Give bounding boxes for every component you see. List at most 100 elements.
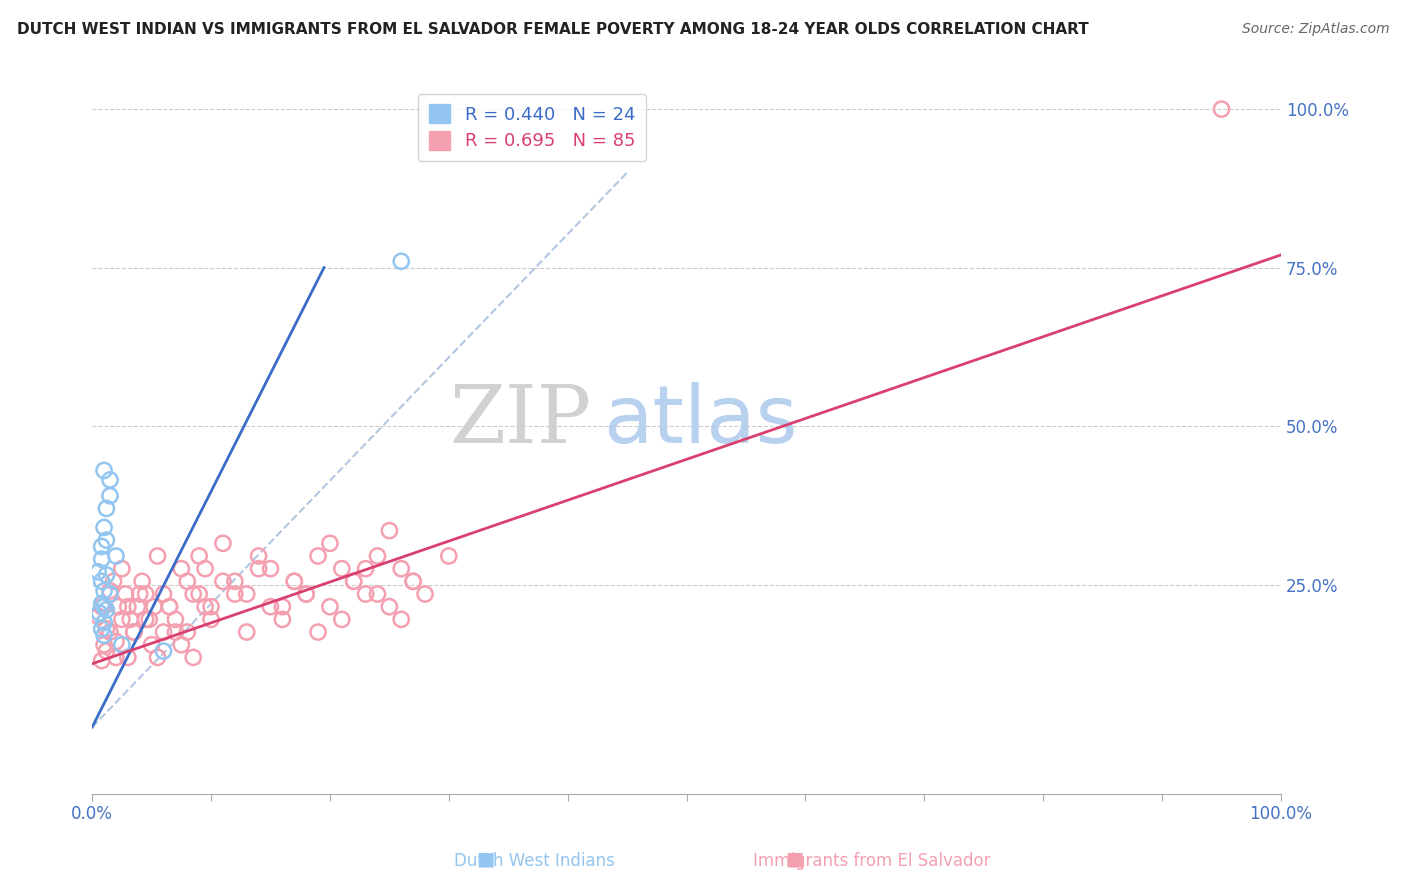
Point <box>146 650 169 665</box>
Point <box>90 574 112 589</box>
Point <box>111 638 134 652</box>
Point <box>104 549 127 563</box>
Text: ■: ■ <box>475 850 495 869</box>
Point <box>98 489 121 503</box>
Point <box>319 599 342 614</box>
Point <box>104 634 127 648</box>
Point <box>165 612 187 626</box>
Point <box>330 612 353 626</box>
Point <box>212 574 235 589</box>
Point <box>271 612 294 626</box>
Text: Immigrants from El Salvador: Immigrants from El Salvador <box>754 852 990 870</box>
Point <box>143 599 166 614</box>
Point <box>96 533 118 548</box>
Point <box>212 536 235 550</box>
Point <box>131 574 153 589</box>
Point <box>354 562 377 576</box>
Point <box>402 574 425 589</box>
Point <box>307 549 329 563</box>
Point <box>90 654 112 668</box>
Point <box>283 574 305 589</box>
Point <box>247 562 270 576</box>
Point <box>259 562 281 576</box>
Text: ZIP: ZIP <box>450 383 592 460</box>
Point <box>93 638 115 652</box>
Point <box>235 625 257 640</box>
Point <box>114 587 136 601</box>
Point <box>159 599 181 614</box>
Point <box>93 599 115 614</box>
Point <box>366 587 388 601</box>
Point <box>117 599 139 614</box>
Point <box>120 612 142 626</box>
Point <box>307 625 329 640</box>
Point <box>343 574 366 589</box>
Point <box>141 638 163 652</box>
Point <box>87 565 110 579</box>
Point <box>200 599 222 614</box>
Point <box>96 603 118 617</box>
Point <box>98 587 121 601</box>
Point <box>98 583 121 598</box>
Point <box>146 549 169 563</box>
Point <box>93 583 115 598</box>
Point <box>247 549 270 563</box>
Point <box>378 599 401 614</box>
Point <box>181 587 204 601</box>
Point <box>194 562 217 576</box>
Point <box>259 599 281 614</box>
Point <box>389 612 412 626</box>
Point <box>96 501 118 516</box>
Point <box>127 599 149 614</box>
Text: DUTCH WEST INDIAN VS IMMIGRANTS FROM EL SALVADOR FEMALE POVERTY AMONG 18-24 YEAR: DUTCH WEST INDIAN VS IMMIGRANTS FROM EL … <box>17 22 1088 37</box>
Point <box>87 609 110 624</box>
Point <box>96 644 118 658</box>
Point <box>93 463 115 477</box>
Point <box>354 587 377 601</box>
Point <box>122 625 145 640</box>
Point <box>181 650 204 665</box>
Point <box>319 536 342 550</box>
Point <box>93 615 115 630</box>
Point <box>271 599 294 614</box>
Point <box>235 587 257 601</box>
Point <box>152 644 174 658</box>
Point <box>402 574 425 589</box>
Point <box>295 587 318 601</box>
Point <box>103 574 125 589</box>
Point <box>188 587 211 601</box>
Point <box>107 599 129 614</box>
Point <box>224 587 246 601</box>
Point <box>90 597 112 611</box>
Point <box>295 587 318 601</box>
Point <box>90 622 112 636</box>
Point <box>176 625 198 640</box>
Point <box>90 599 112 614</box>
Point <box>135 587 157 601</box>
Point <box>96 568 118 582</box>
Point <box>89 606 111 620</box>
Point <box>170 638 193 652</box>
Point <box>283 574 305 589</box>
Text: Dutch West Indians: Dutch West Indians <box>454 852 614 870</box>
Point <box>170 562 193 576</box>
Point <box>152 625 174 640</box>
Point <box>152 587 174 601</box>
Text: atlas: atlas <box>603 383 797 460</box>
Point <box>437 549 460 563</box>
Point <box>194 599 217 614</box>
Point <box>389 562 412 576</box>
Point <box>98 473 121 487</box>
Point <box>98 625 121 640</box>
Point <box>165 625 187 640</box>
Point <box>159 599 181 614</box>
Point <box>90 552 112 566</box>
Point <box>138 612 160 626</box>
Point <box>90 540 112 554</box>
Point <box>117 650 139 665</box>
Point <box>111 612 134 626</box>
Point <box>200 612 222 626</box>
Point <box>224 574 246 589</box>
Point <box>93 520 115 534</box>
Legend: R = 0.440   N = 24, R = 0.695   N = 85: R = 0.440 N = 24, R = 0.695 N = 85 <box>418 94 647 161</box>
